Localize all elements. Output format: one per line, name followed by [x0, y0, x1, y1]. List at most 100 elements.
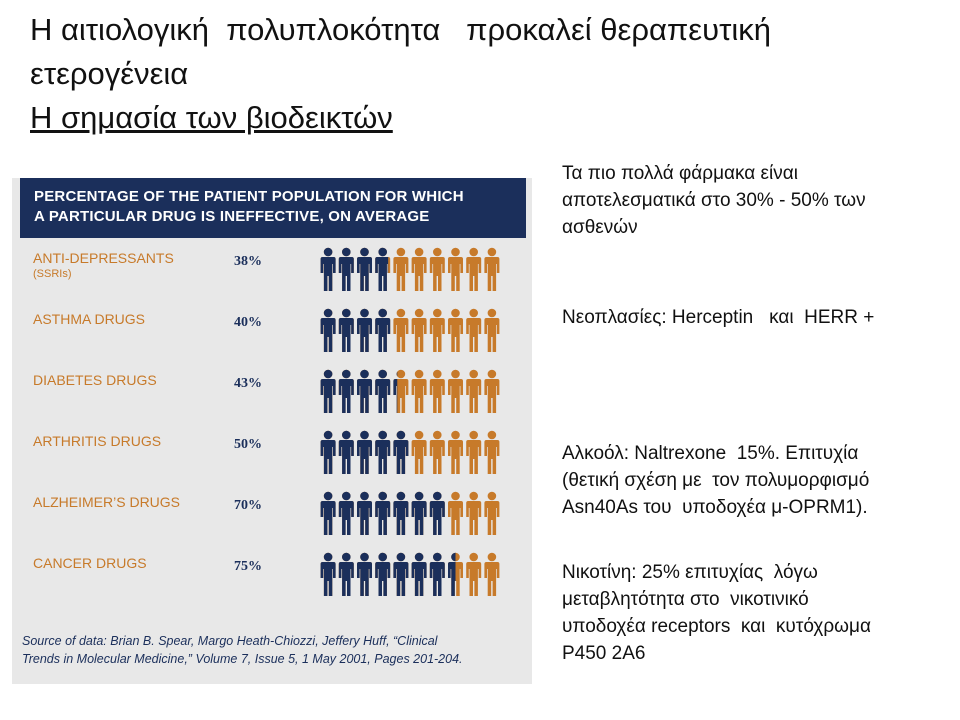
person-icon	[466, 308, 482, 352]
row-label-text: ASTHMA DRUGS	[33, 311, 146, 327]
chart-title-line: A PARTICULAR DRUG IS INEFFECTIVE, ON AVE…	[34, 208, 430, 225]
person-icon	[466, 491, 482, 535]
person-icon	[357, 308, 372, 352]
person-icon	[357, 247, 372, 291]
chart-row: ARTHRITIS DRUGS 50%	[12, 429, 532, 479]
person-icon	[484, 491, 500, 535]
person-icon	[429, 430, 445, 474]
note-line: αποτελεσματικά στο 30% - 50% των	[562, 190, 866, 211]
person-icon	[338, 491, 354, 535]
chart-source: Source of data: Brian B. Spear, Margo He…	[22, 632, 522, 668]
person-icon	[466, 430, 482, 474]
person-icon	[411, 491, 427, 535]
source-line: Source of data: Brian B. Spear, Margo He…	[22, 634, 438, 648]
person-icon	[484, 552, 500, 596]
person-icon	[357, 552, 372, 596]
person-icon	[375, 369, 391, 413]
row-pictogram	[320, 247, 500, 291]
person-icon	[484, 430, 500, 474]
person-icon	[484, 369, 500, 413]
row-percent-label: 70%	[234, 498, 262, 513]
row-label: ASTHMA DRUGS	[33, 311, 223, 327]
chart-header: PERCENTAGE OF THE PATIENT POPULATION FOR…	[20, 178, 526, 238]
note-line: (θετική σχέση με τον πολυμορφισμό	[562, 470, 870, 491]
note-line: Νικοτίνη: 25% επιτυχίας λόγω	[562, 562, 818, 583]
person-icon	[320, 430, 336, 474]
row-pictogram	[320, 308, 500, 352]
row-label: CANCER DRUGS	[33, 555, 223, 571]
person-icon	[411, 430, 427, 474]
note-nicotine: Νικοτίνη: 25% επιτυχίας λόγω μεταβλητότη…	[562, 559, 871, 667]
chart-title-line: PERCENTAGE OF THE PATIENT POPULATION FOR…	[34, 188, 464, 205]
person-icon	[375, 491, 391, 535]
person-icon	[448, 369, 463, 413]
row-label-text: ARTHRITIS DRUGS	[33, 433, 162, 449]
row-pictogram	[320, 430, 500, 474]
row-sublabel: (SSRIs)	[33, 268, 72, 280]
row-percent-label: 38%	[234, 254, 262, 269]
note-line: Asn40As του υποδοχέα μ-OPRM1).	[562, 497, 868, 518]
note-neoplasms: Νεοπλασίες: Herceptin και HERR +	[562, 304, 874, 331]
person-icon	[357, 491, 372, 535]
person-icon	[466, 247, 482, 291]
row-pictogram	[320, 552, 500, 596]
row-label: ANTI-DEPRESSANTS (SSRIs)	[33, 250, 223, 282]
person-icon	[411, 308, 427, 352]
person-icon	[411, 369, 427, 413]
person-icon	[466, 552, 482, 596]
person-icon	[448, 552, 463, 596]
person-icon	[320, 308, 336, 352]
row-percent-label: 50%	[234, 437, 262, 452]
note-line: Νεοπλασίες: Herceptin και HERR +	[562, 307, 875, 328]
person-icon	[429, 247, 445, 291]
person-icon	[320, 369, 336, 413]
person-icon	[338, 308, 354, 352]
person-icon	[448, 491, 463, 535]
person-icon	[357, 369, 372, 413]
row-percent-label: 40%	[234, 315, 262, 330]
note-line: ασθενών	[562, 217, 638, 238]
person-icon	[411, 247, 427, 291]
row-label-text: CANCER DRUGS	[33, 555, 147, 571]
source-line: Trends in Molecular Medicine,” Volume 7,…	[22, 652, 463, 666]
person-icon	[393, 369, 409, 413]
title-line: ετερογένεια	[30, 56, 189, 91]
person-icon	[429, 552, 445, 596]
person-icon	[484, 247, 500, 291]
note-line: P450 2A6	[562, 643, 646, 664]
person-icon	[375, 247, 391, 291]
chart-row: ANTI-DEPRESSANTS (SSRIs) 38%	[12, 246, 532, 296]
row-percent-label: 43%	[234, 376, 262, 391]
slide-title: Η αιτιολογική πολυπλοκότητα προκαλεί θερ…	[30, 8, 930, 140]
person-icon	[338, 430, 354, 474]
person-icon	[357, 430, 372, 474]
person-icon	[375, 430, 391, 474]
person-icon	[429, 369, 445, 413]
chart-row: ALZHEIMER’S DRUGS 70%	[12, 490, 532, 540]
person-icon	[375, 308, 391, 352]
chart-panel: PERCENTAGE OF THE PATIENT POPULATION FOR…	[12, 178, 532, 684]
row-pictogram	[320, 369, 500, 413]
note-effectiveness: Τα πιο πολλά φάρμακα είναι αποτελεσματικ…	[562, 160, 866, 241]
person-icon	[393, 430, 409, 474]
slide-subtitle: Η σημασία των βιοδεικτών	[30, 100, 393, 135]
title-line: Η αιτιολογική πολυπλοκότητα προκαλεί θερ…	[30, 12, 771, 47]
person-icon	[393, 552, 409, 596]
person-icon	[393, 308, 409, 352]
person-icon	[466, 369, 482, 413]
row-label-text: ANTI-DEPRESSANTS	[33, 250, 174, 266]
note-alcohol: Αλκοόλ: Naltrexone 15%. Επιτυχία (θετική…	[562, 440, 869, 521]
row-label-text: DIABETES DRUGS	[33, 372, 157, 388]
note-line: υποδοχέα receptors και κυτόχρωμα	[562, 616, 871, 637]
person-icon	[393, 491, 409, 535]
person-icon	[320, 552, 336, 596]
person-icon	[338, 552, 354, 596]
chart-row: ASTHMA DRUGS 40%	[12, 307, 532, 357]
row-label: ALZHEIMER’S DRUGS	[33, 494, 223, 510]
person-icon	[338, 247, 354, 291]
note-line: Αλκοόλ: Naltrexone 15%. Επιτυχία	[562, 443, 859, 464]
person-icon	[448, 308, 463, 352]
person-icon	[411, 552, 427, 596]
person-icon	[375, 552, 391, 596]
person-icon	[338, 369, 354, 413]
